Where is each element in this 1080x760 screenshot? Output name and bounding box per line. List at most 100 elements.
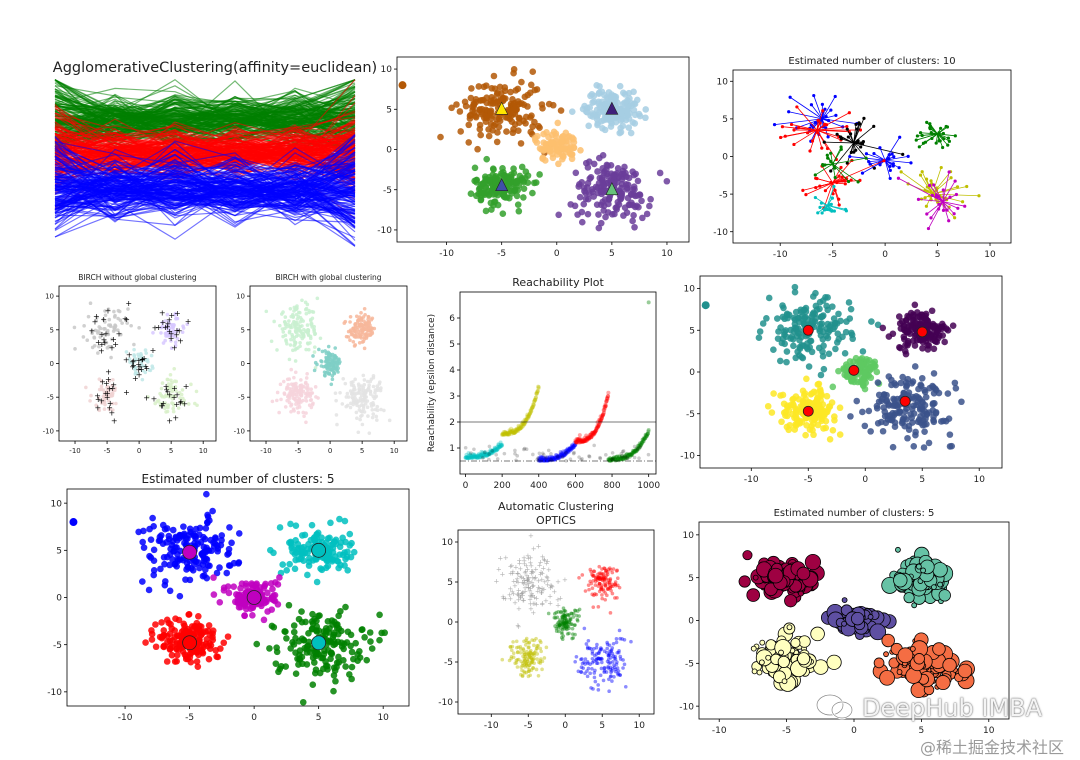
- reach-point: [531, 402, 536, 407]
- data-point: [174, 316, 179, 321]
- data-point: [610, 93, 617, 100]
- data-point: [186, 402, 191, 406]
- reach-point: [635, 447, 640, 452]
- data-point: [171, 544, 179, 551]
- data-point: [165, 532, 173, 540]
- data-point: [595, 224, 603, 232]
- data-point: [171, 560, 179, 568]
- affinity-edge: [821, 165, 833, 184]
- reach-point: [494, 447, 499, 452]
- reach-point: [581, 439, 586, 444]
- data-point: [291, 396, 295, 401]
- data-point: [846, 179, 851, 184]
- reach-point: [535, 389, 540, 394]
- reach-point: [528, 410, 533, 415]
- data-point: [202, 555, 210, 563]
- data-point: [95, 315, 99, 320]
- data-point: [324, 356, 329, 361]
- reach-point: [504, 431, 509, 436]
- reach-point: [530, 405, 535, 410]
- data-point: [287, 357, 292, 362]
- data-point: [495, 123, 503, 131]
- data-point: [617, 194, 625, 202]
- data-point: [829, 169, 833, 173]
- plot-area: [69, 490, 388, 706]
- subcluster-center: +: [89, 327, 96, 336]
- data-point: [364, 327, 369, 332]
- subcluster-center: +: [165, 320, 172, 329]
- data-point: [466, 112, 474, 120]
- x-tick-label: 400: [530, 481, 547, 491]
- affinity-edge: [923, 133, 938, 144]
- data-point: [846, 315, 854, 322]
- series-line: [54, 171, 356, 224]
- data-point: [187, 658, 195, 666]
- reach-point: [629, 453, 634, 458]
- data-point: [150, 557, 158, 564]
- data-point: [555, 211, 562, 219]
- data-point: [359, 311, 363, 315]
- subcluster-center: +: [130, 361, 137, 370]
- data-point: [936, 194, 940, 199]
- data-point: [879, 324, 887, 332]
- data-point: [868, 162, 872, 166]
- reach-point: [562, 452, 567, 457]
- x-tick-label: -5: [828, 250, 837, 260]
- reach-point: [551, 456, 556, 461]
- data-point: [351, 339, 356, 344]
- reach-point: [495, 447, 500, 452]
- reach-point: [612, 456, 617, 461]
- data-point: [173, 384, 178, 389]
- data-point: [135, 528, 142, 536]
- data-point: [375, 408, 380, 413]
- data-point: [815, 176, 819, 181]
- centroid-marker: [899, 395, 911, 407]
- data-point: [242, 580, 250, 587]
- data-point: [796, 345, 804, 352]
- reach-point: [513, 429, 518, 434]
- reach-point: [505, 431, 510, 436]
- subcluster-center: +: [173, 330, 180, 339]
- data-point: [96, 407, 101, 411]
- noise-point: [522, 447, 526, 452]
- series-line: [54, 107, 356, 125]
- data-point: [168, 651, 176, 659]
- data-point: [368, 323, 372, 328]
- data-point: [902, 316, 910, 324]
- reach-point: [604, 398, 609, 403]
- data-point: [357, 315, 362, 319]
- data-point: [590, 193, 598, 200]
- reach-point: [548, 457, 553, 462]
- reach-point: [573, 439, 578, 444]
- reach-point: [521, 422, 526, 427]
- data-point: [355, 321, 360, 325]
- data-point: [857, 121, 861, 125]
- cluster-0: [437, 66, 565, 157]
- data-point: [102, 399, 107, 404]
- noise-point: [555, 454, 560, 459]
- data-point: [335, 422, 339, 427]
- data-point: [173, 343, 178, 348]
- data-point: [126, 307, 130, 311]
- y-tick-label: 10: [717, 77, 729, 87]
- subcluster-center: +: [143, 364, 150, 373]
- subcluster-center: +: [143, 393, 150, 402]
- reach-point: [493, 447, 498, 452]
- affinity-edge: [818, 118, 823, 135]
- y-tick-label: 5: [449, 340, 455, 350]
- data-point: [178, 396, 182, 400]
- reach-point: [465, 454, 470, 459]
- data-point: [789, 122, 794, 127]
- data-point: [595, 98, 602, 106]
- reach-point: [489, 451, 494, 456]
- data-point: [320, 349, 325, 354]
- data-point: [294, 312, 299, 317]
- data-point: [268, 606, 276, 613]
- y-tick-label: 10: [684, 285, 696, 295]
- data-point: [387, 418, 392, 423]
- reach-point: [573, 438, 578, 443]
- data-point: [917, 145, 921, 149]
- data-point: [840, 366, 848, 373]
- reach-point: [468, 453, 473, 458]
